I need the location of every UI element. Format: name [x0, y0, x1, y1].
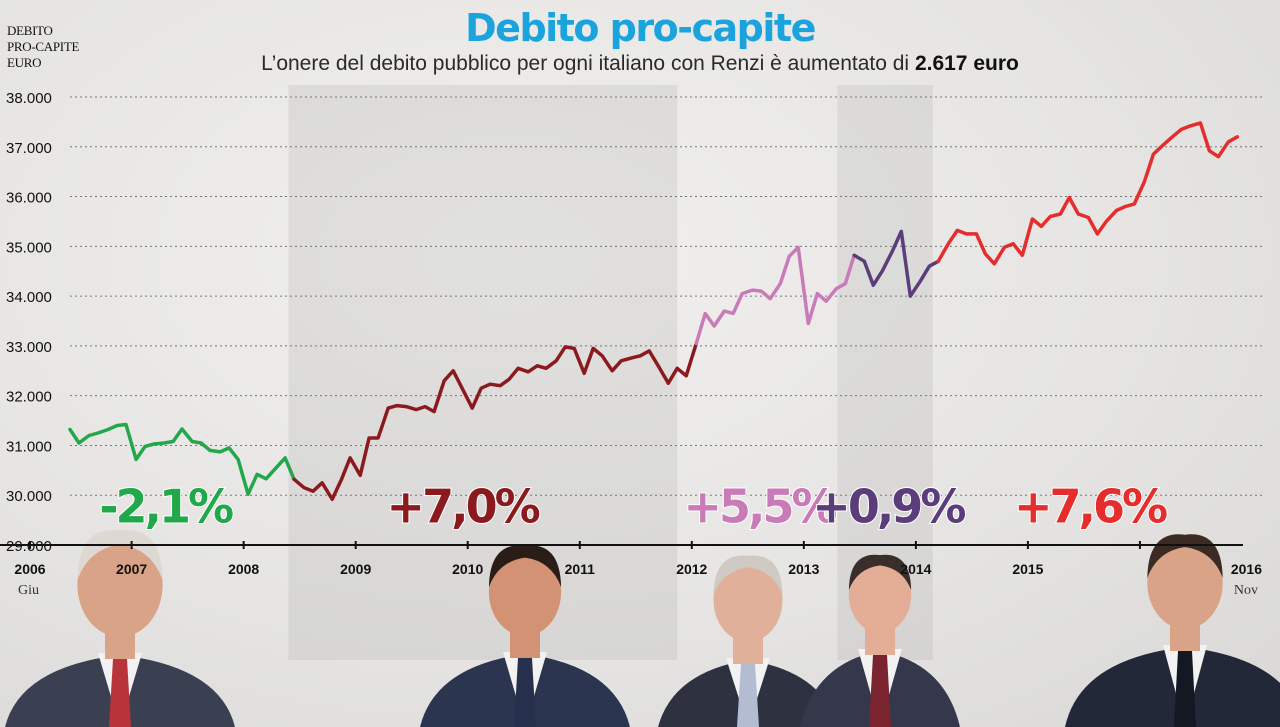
y-tick-label: 33.000: [6, 339, 52, 356]
x-tick-label: 2007: [116, 561, 147, 577]
y-axis-label: DEBITO PRO-CAPITE EURO: [7, 23, 97, 71]
hair-shape: [488, 545, 562, 587]
x-tick-label: 2010: [452, 561, 483, 577]
x-start-label: Giu: [18, 583, 39, 598]
x-tick-label: 2006: [14, 561, 45, 577]
hair-shape: [77, 529, 163, 580]
series-line-1: [68, 422, 296, 496]
page-subtitle: L’onere del debito pubblico per ogni ita…: [0, 52, 1280, 76]
change-label-2: +7,0%: [387, 480, 540, 534]
portrait-berlusconi: [420, 545, 630, 727]
series-line-2: [292, 341, 699, 501]
x-tick-label: 2009: [340, 561, 371, 577]
shaded-periods: [288, 85, 933, 660]
y-axis-label-line-2: PRO-CAPITE: [7, 39, 80, 54]
y-tick-label: 37.000: [6, 140, 52, 157]
change-label-3: +5,5%: [683, 480, 836, 534]
tie-shape: [109, 659, 131, 727]
page-title: Debito pro-capite: [465, 6, 816, 50]
change-label-5: +7,6%: [1014, 480, 1167, 534]
suit-shape: [1065, 647, 1280, 727]
tie-shape: [869, 655, 891, 727]
portrait-layer: [5, 529, 1280, 727]
face-shape: [713, 558, 783, 642]
change-label-1: -2,1%: [99, 480, 233, 534]
tie-shape: [737, 664, 759, 727]
portrait-prodi: [5, 529, 235, 727]
portrait-letta: [800, 554, 960, 727]
x-tick-label: 2015: [1012, 561, 1043, 577]
portrait-renzi: [1065, 534, 1280, 727]
y-tick-label: 30.000: [6, 488, 52, 505]
chart-annotations: -2,1% +7,0% +5,5%+0,9% +7,6%: [98, 479, 1171, 535]
change-label-4: +0,9%: [812, 480, 965, 534]
y-tick-label: 38.000: [6, 90, 52, 107]
face-shape: [488, 548, 562, 636]
subtitle-text: L’onere del debito pubblico per ogni ita…: [261, 52, 915, 75]
face-shape: [77, 533, 163, 637]
y-axis-ticks: 29.000 30.000 31.000 32.000 33.000 34.000 35.0…: [6, 90, 52, 555]
x-tick-label: 2012: [676, 561, 707, 577]
face-shape: [1147, 537, 1223, 629]
series-line-3: [694, 245, 856, 346]
portrait-monti: [658, 555, 838, 727]
subtitle-highlight: 2.617 euro: [914, 52, 1019, 75]
x-axis: 2006 2007 2008 2009 2010 2011 2012 2013 2014 2015…: [0, 541, 1262, 598]
hair-shape: [713, 555, 783, 595]
tie-shape: [1174, 651, 1196, 727]
y-tick-label: 34.000: [6, 289, 52, 306]
hair-shape: [848, 554, 912, 590]
y-tick-label: 35.000: [6, 239, 52, 256]
y-tick-label: 31.000: [6, 438, 52, 455]
x-tick-label: 2011: [565, 561, 596, 577]
y-axis-label-line-1: DEBITO: [7, 23, 53, 38]
chart-series: [68, 121, 1240, 501]
x-tick-label: 2013: [788, 561, 819, 577]
chart-grid: [70, 96, 1262, 496]
y-tick-label: 32.000: [6, 389, 52, 406]
tie-shape: [514, 658, 536, 727]
y-axis-label-line-3: EURO: [7, 55, 42, 70]
series-line-5: [936, 121, 1240, 266]
x-tick-label: 2014: [900, 561, 931, 577]
y-tick-label: 29.000: [6, 538, 52, 555]
x-tick-label: 2008: [228, 561, 259, 577]
x-tick-label: 2016: [1231, 561, 1262, 577]
face-shape: [848, 557, 912, 633]
y-tick-label: 36.000: [6, 190, 52, 207]
series-line-4: [852, 229, 941, 298]
x-end-label: Nov: [1234, 583, 1258, 598]
